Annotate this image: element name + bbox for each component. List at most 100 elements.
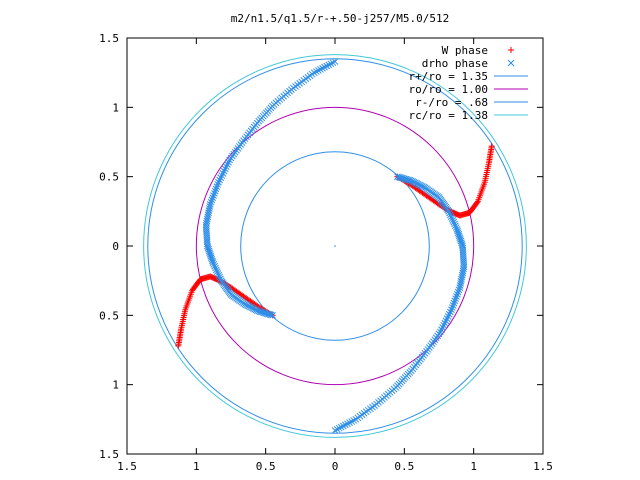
drho-phase-point	[452, 224, 460, 231]
drho-phase-point	[350, 417, 358, 424]
x-tick-label: 1	[193, 460, 200, 473]
drho-phase-point	[342, 421, 349, 429]
drho-phase-point	[339, 422, 347, 430]
drho-phase-point	[212, 264, 219, 272]
drho-phase-point	[215, 271, 223, 279]
drho-phase-point	[211, 187, 219, 195]
x-tick-label: 1	[470, 460, 477, 473]
drho-phase-point	[209, 194, 217, 202]
drho-phase-point	[312, 68, 320, 75]
drho-phase-point	[452, 295, 459, 303]
drho-phase-point	[447, 211, 454, 219]
drho-phase-point	[333, 425, 341, 433]
x-tick-label: 0.5	[256, 460, 276, 473]
circle-ro-ring	[195, 106, 475, 386]
axis-ticks: 1.5 1 0.5 0 0.5 1 1.51.510.500.511.5	[99, 32, 553, 473]
drho-phase-point	[214, 270, 222, 277]
drho-phase-point	[329, 59, 337, 67]
drho-phase-point	[317, 65, 324, 73]
drho-phase-point	[321, 63, 328, 71]
drho-phase-point	[450, 218, 458, 226]
drho-phase-point	[335, 424, 343, 432]
y-tick-label: 1.5	[99, 32, 119, 45]
w-phase-point	[488, 143, 495, 150]
y-tick-label: 0.5	[99, 171, 119, 184]
drho-phase-point	[445, 207, 453, 215]
drho-phase-point	[453, 293, 460, 300]
drho-phase-point	[214, 181, 222, 188]
drho-phase-point	[217, 277, 225, 285]
circle-r--ring	[240, 151, 430, 341]
drho-phase-point	[213, 268, 221, 276]
legend-label: r+/ro = 1.35	[409, 70, 488, 83]
drho-phase-point	[213, 183, 221, 191]
y-tick-label: 0.5	[99, 309, 119, 322]
drho-phase-point	[449, 216, 457, 224]
drho-phase-point	[348, 418, 355, 425]
drho-phase-point	[323, 62, 331, 70]
y-tick-label: 1	[112, 101, 119, 114]
drho-phase-point	[446, 209, 453, 217]
w-phase-point	[190, 286, 197, 293]
drho-phase-point	[206, 203, 214, 210]
drho-phase-point	[212, 185, 220, 193]
drho-phase-point	[451, 220, 458, 228]
drho-phase-point	[456, 284, 464, 291]
drho-phase-point	[216, 273, 223, 281]
drho-phase-point	[325, 61, 333, 69]
w-phase-point	[175, 342, 182, 349]
drho-phase-point	[331, 58, 339, 65]
drho-phase-point	[331, 427, 339, 434]
drho-phase-point	[344, 420, 351, 428]
drho-phase-point	[210, 261, 218, 268]
drho-phase-point	[449, 301, 457, 309]
drho-phase-point	[337, 423, 345, 431]
legend-label: rc/ro = 1.38	[409, 109, 488, 122]
drho-phase-point	[455, 286, 463, 294]
drho-phase-point	[352, 415, 360, 423]
x-tick-label: 0	[332, 460, 339, 473]
x-tick-label: 1.5	[117, 460, 137, 473]
drho-phase-point	[310, 69, 318, 77]
drho-phase-point	[207, 198, 215, 206]
drho-phase-point	[448, 215, 456, 222]
drho-phase-point	[456, 282, 464, 289]
y-tick-label: 0	[112, 240, 119, 253]
y-tick-label: 1	[112, 379, 119, 392]
x-tick-label: 0.5	[394, 460, 414, 473]
legend-label: ro/ro = 1.00	[409, 83, 488, 96]
data-points	[175, 58, 495, 434]
legend-label: W phase	[442, 44, 488, 57]
legend-label: drho phase	[422, 57, 488, 70]
drho-phase-point	[453, 290, 461, 298]
origin-dot	[334, 245, 336, 247]
drho-phase-point	[447, 213, 455, 221]
drho-phase-point	[346, 419, 353, 427]
drho-phase-point	[327, 60, 335, 68]
legend-marker	[507, 59, 515, 67]
drho-phase-point	[211, 262, 218, 270]
y-tick-label: 1.5	[99, 448, 119, 461]
legend-label: r-/ro = .68	[415, 96, 488, 109]
drho-phase-point	[451, 297, 459, 305]
drho-phase-point	[315, 67, 322, 74]
circle-rc-ring	[143, 54, 527, 438]
w-phase-point	[473, 199, 480, 206]
drho-phase-point	[450, 299, 458, 307]
drho-phase-point	[319, 64, 326, 72]
x-tick-label: 1.5	[533, 460, 553, 473]
circle-r+-ring	[147, 58, 523, 434]
drho-phase-point	[454, 288, 462, 296]
drho-phase-point	[206, 201, 214, 208]
drho-phase-point	[452, 222, 459, 230]
drho-phase-point	[211, 189, 218, 197]
drho-phase-point	[210, 192, 217, 199]
drho-phase-point	[212, 266, 220, 274]
drho-phase-point	[208, 196, 216, 204]
reference-circles	[143, 54, 527, 438]
drho-phase-point	[217, 275, 224, 283]
drho-phase-point	[448, 304, 456, 311]
chart-title: m2/n1.5/q1.5/r-+.50-j257/M5.0/512	[231, 12, 450, 25]
